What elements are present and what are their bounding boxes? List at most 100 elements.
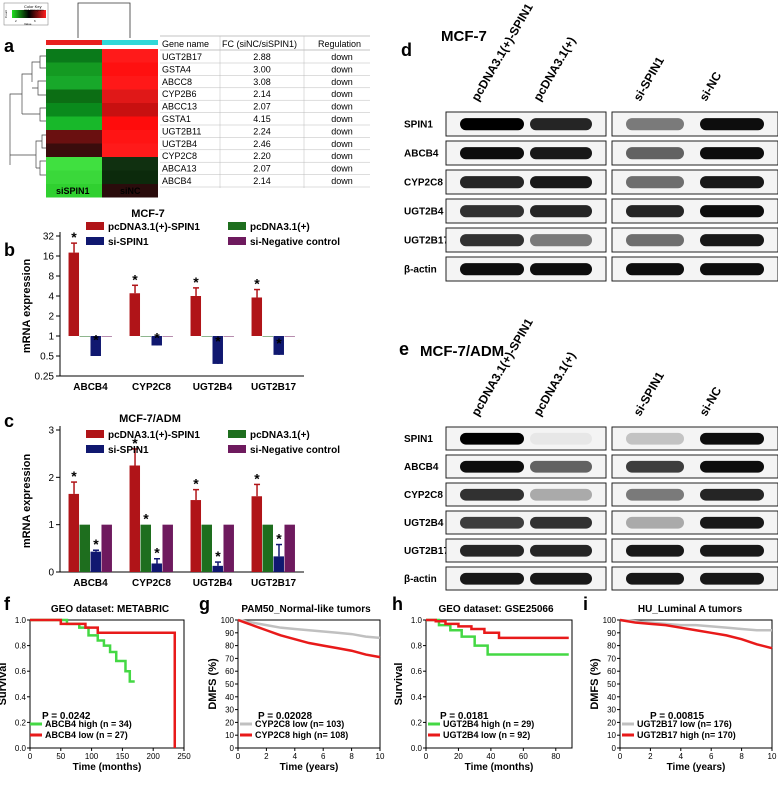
table-cell-regulation: down [331,102,353,112]
bar-abcb4-0 [69,494,79,572]
blot-row-label: UGT2B4 [404,207,444,218]
y-tick-label: 4 [48,292,54,303]
color-key-title-2: and Histogram [24,8,44,12]
y-tick-label: 0.4 [15,693,27,702]
legend-label: si-SPIN1 [108,445,149,456]
table-cell-gene: CYP2C8 [162,151,197,161]
y-tick-label: 3 [48,426,54,437]
blot-band [460,573,524,585]
legend-label: UGT2B4 high (n = 29) [443,719,534,729]
table-cell-fc: 4.15 [253,114,271,124]
legend-label: si-SPIN1 [108,237,149,248]
bar-ugt2b4-1 [202,525,212,572]
km-plot-gse25066: 0 20 40 60 800.00.20.40.60.81.0Time (months)… [393,616,572,773]
y-tick-label: 10 [607,731,616,740]
x-tick-label: 0 [28,752,33,761]
lane-label: si-NC [696,384,724,418]
panel-b-title: MCF-7 [131,208,165,220]
table-cell-regulation: down [331,164,353,174]
bar-cyp2c8-1 [141,525,151,572]
significance-star: * [215,333,221,349]
heatmap-cell-cyp2b6-sispin1 [46,90,102,104]
y-tick-label: 0.8 [411,642,423,651]
table-cell-gene: ABCC13 [162,102,197,112]
y-tick-label: 10 [225,731,234,740]
table-cell-gene: ABCC8 [162,77,192,87]
table-cell-fc: 2.07 [253,102,271,112]
heatmap-cell-ugt2b4-sispin1 [46,144,102,158]
legend-swatch [86,430,104,438]
x-tick-label: UGT2B4 [193,382,233,393]
blot-band [626,147,684,159]
blot-band [530,263,592,275]
table-cell-regulation: down [331,89,353,99]
blot-band [460,545,524,557]
survival-curve-0 [620,620,772,630]
significance-star: * [143,511,149,527]
y-tick-label: 1 [48,332,54,343]
blot-row-label: CYP2C8 [404,178,443,189]
bar-cyp2c8-0 [130,466,140,573]
blot-band [700,147,764,159]
panel-b: b MCF-7 32 16 8 4 2 1 0.5 0.25 mRNA expression * *… [4,208,340,393]
significance-star: * [93,536,99,552]
heatmap-cell-ugt2b4-sinc [102,144,158,158]
blot-band [700,234,764,246]
blot-band [700,461,764,473]
bar-abcb4-1 [80,336,90,337]
y-tick-label: 50 [225,680,234,689]
y-tick-label: 100 [221,616,235,625]
y-tick-label: 20 [225,718,234,727]
significance-star: * [193,476,199,492]
table-cell-fc: 3.08 [253,77,271,87]
blot-band [626,489,684,501]
blot-row-label: β-actin [404,265,437,276]
significance-star: * [193,274,199,290]
significance-star: * [71,229,77,245]
table-rows: UGT2B17 2.88 downGSTA4 3.00 downABCC8 3.08 dow… [160,36,370,188]
y-axis-label: Survival [0,663,9,706]
blot-band [460,461,524,473]
significance-star: * [276,531,282,547]
y-tick-label: 2 [48,312,54,323]
y-tick-label: 90 [225,629,234,638]
table-header-gene: Gene name [162,39,209,49]
table-cell-fc: 2.88 [253,52,271,62]
significance-star: * [71,468,77,484]
panel-b-label: b [4,240,15,260]
table-header-fc: FC (siNC/siSPIN1) [222,39,297,49]
y-tick-label: 0 [230,744,235,753]
x-tick-label: 50 [56,752,65,761]
x-tick-label: CYP2C8 [132,382,171,393]
y-tick-label: 0.8 [15,642,27,651]
bar-abcb4-1 [80,525,90,572]
x-axis-label: Time (months) [73,762,142,773]
color-key-xlabel: Value [24,22,32,26]
y-axis-label: mRNA expression [21,454,33,549]
x-axis-label: Time (years) [280,762,339,773]
heatmap-cell-ugt2b17-sispin1 [46,49,102,63]
blot-band [530,433,592,445]
blot-band [626,433,684,445]
blot-row-label: CYP2C8 [404,490,443,501]
panel-i-title: HU_Luminal A tumors [638,604,743,615]
table-cell-regulation: down [331,64,353,74]
legend-swatch [228,222,246,230]
heatmap-cell-gsta4-sispin1 [46,63,102,77]
table-cell-fc: 2.14 [253,89,271,99]
y-tick-label: 80 [607,642,616,651]
panel-f-label: f [4,594,11,614]
y-tick-label: 60 [225,667,234,676]
y-tick-label: 80 [225,642,234,651]
table-cell-gene: ABCA13 [162,164,197,174]
bar-cyp2c8-2 [152,563,162,572]
bar-ugt2b17-3 [284,525,294,572]
x-tick-label: UGT2B4 [193,578,233,589]
significance-star: * [154,330,160,346]
y-tick-label: 2 [48,473,54,484]
column-dendrogram [78,3,130,38]
panel-d: d MCF-7 pcDNA3.1(+)-SPIN1pcDNA3.1(+) si-S… [401,1,778,281]
panel-a: Color Key and Histogram 2 6 Value Count … [4,3,370,198]
bar-ugt2b4-2 [213,566,223,572]
